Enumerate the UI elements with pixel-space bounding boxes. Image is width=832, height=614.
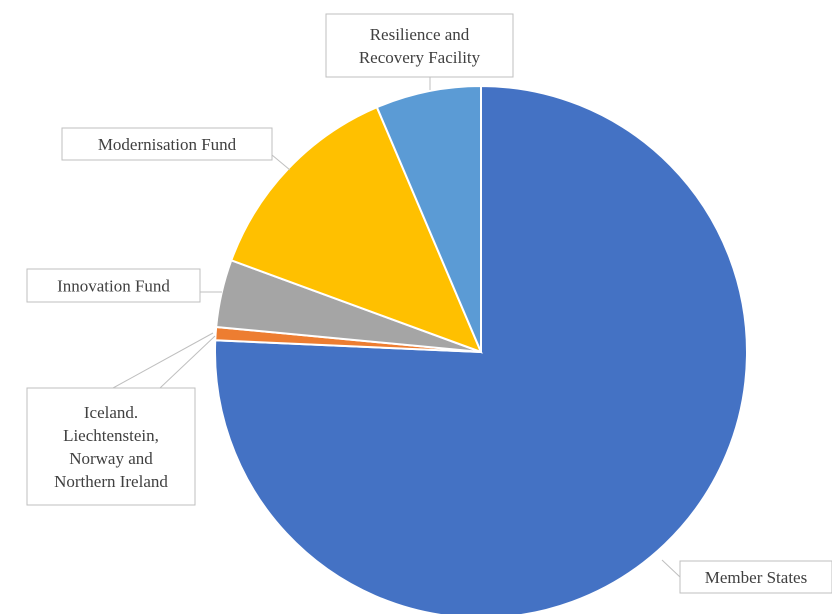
pie — [214, 84, 748, 614]
pie-slice — [375, 84, 482, 353]
label-line: Northern Ireland — [54, 472, 168, 491]
slice-label: Member States — [705, 568, 807, 587]
label-line: Member States — [705, 568, 807, 587]
label-line: Innovation Fund — [57, 277, 170, 296]
label-line: Resilience and — [370, 25, 470, 44]
label-box — [26, 268, 201, 303]
leader-line — [271, 154, 291, 171]
slice-label: Iceland. Liechtenstein, Norway and Northern… — [54, 403, 168, 491]
label-line: Iceland. — [84, 403, 138, 422]
leader-line — [661, 559, 681, 578]
label-box — [26, 387, 196, 506]
label-box — [61, 127, 273, 161]
label-line: Modernisation Fund — [98, 135, 237, 154]
slice-label: Modernisation Fund — [98, 135, 237, 154]
label-line: Liechtenstein, — [63, 426, 159, 445]
label-line: Recovery Facility — [359, 48, 481, 67]
leader-line — [159, 335, 216, 389]
label-box — [325, 13, 514, 78]
label-box — [679, 560, 832, 594]
label-line: Norway and — [69, 449, 153, 468]
leader-line — [112, 332, 214, 389]
slice-label: Innovation Fund — [57, 277, 170, 296]
slice-label: Resilience and Recovery Facility — [359, 25, 481, 67]
